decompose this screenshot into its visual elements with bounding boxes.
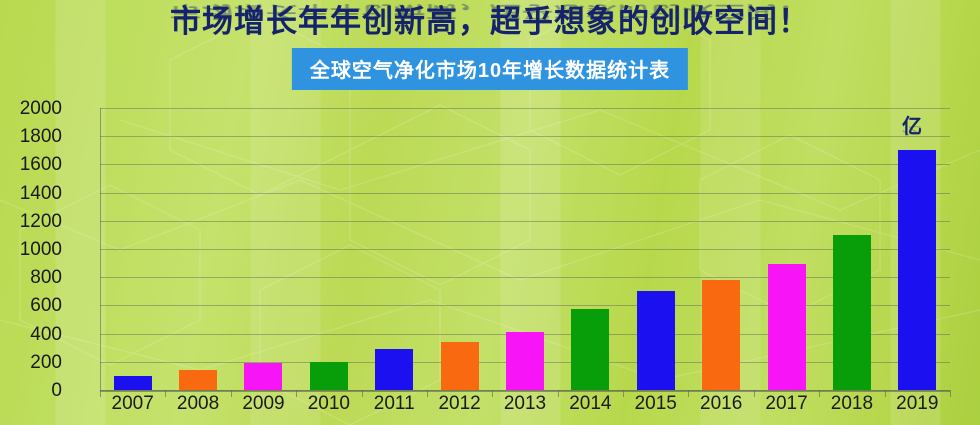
bar-2018 — [832, 234, 871, 390]
bar-2015 — [636, 290, 675, 390]
x-tick-mark — [296, 390, 298, 397]
bar-2010 — [309, 361, 348, 390]
y-tick-label: 1200 — [19, 210, 62, 232]
x-tick-label-2009: 2009 — [242, 393, 285, 414]
x-tick-label-2008: 2008 — [176, 393, 220, 414]
gridline — [100, 305, 950, 307]
unit-label: 亿 — [902, 116, 922, 138]
gridline — [100, 108, 950, 109]
x-tick-mark — [492, 390, 494, 397]
gridline — [100, 136, 950, 138]
x-tick-mark — [100, 390, 101, 397]
page-headline: 市场增长年年创新高，超乎想象的创收空间！ — [170, 4, 810, 39]
x-tick-label-2013: 2013 — [503, 393, 547, 414]
y-tick-label: 1000 — [19, 239, 62, 260]
y-tick-label: 600 — [30, 295, 62, 317]
bar-2019 — [898, 150, 937, 390]
x-tick-label-2007: 2007 — [111, 393, 154, 414]
x-tick-mark — [557, 390, 559, 397]
bar-2017 — [767, 263, 806, 390]
y-tick-label: 0 — [51, 380, 62, 401]
y-tick-label: 800 — [30, 267, 62, 289]
bar-2008 — [179, 370, 218, 390]
bar-2009 — [244, 363, 283, 390]
x-tick-label-2011: 2011 — [373, 393, 415, 414]
gridline — [100, 164, 950, 166]
x-tick-mark — [623, 390, 625, 397]
x-tick-mark — [361, 390, 363, 397]
gridline — [100, 192, 950, 194]
x-tick-mark — [950, 390, 951, 397]
bar-2014 — [571, 308, 610, 390]
bar-2012 — [440, 342, 479, 390]
x-tick-mark — [230, 390, 232, 397]
y-tick-label: 200 — [30, 351, 62, 373]
y-tick-label: 1800 — [19, 126, 62, 148]
x-tick-mark — [819, 390, 821, 397]
x-tick-label-2019: 2019 — [896, 393, 939, 414]
x-tick-mark — [753, 390, 755, 397]
y-tick-label: 400 — [30, 323, 62, 345]
y-tick-label: 1600 — [19, 154, 62, 176]
x-tick-mark — [688, 390, 690, 397]
x-tick-mark — [884, 390, 886, 397]
gridline — [100, 390, 950, 391]
x-tick-label-2017: 2017 — [765, 393, 808, 414]
gridline — [100, 277, 950, 279]
bar-2007 — [113, 375, 152, 390]
bar-series — [100, 108, 950, 390]
x-tick-label-2015: 2015 — [634, 393, 677, 414]
chart-title-banner: 全球空气净化市场10年增长数据统计表 — [291, 48, 689, 90]
y-tick-label: 2000 — [19, 98, 62, 119]
x-tick-label-2016: 2016 — [700, 393, 743, 414]
x-tick-label-2014: 2014 — [569, 393, 612, 414]
y-tick-label: 1400 — [19, 182, 62, 204]
x-axis-line — [100, 390, 950, 392]
x-tick-label-2012: 2012 — [438, 393, 481, 414]
x-tick-label-2018: 2018 — [830, 393, 874, 414]
bar-2011 — [375, 349, 414, 390]
x-tick-mark — [165, 390, 167, 397]
bar-2013 — [506, 332, 544, 390]
y-axis-line — [100, 108, 101, 390]
gridline — [100, 249, 950, 250]
bar-2016 — [702, 280, 741, 390]
x-tick-mark — [426, 390, 428, 397]
chart-plot-area: 2000 1800 1600 1400 1200 1000 800 600 400 200 0 — [20, 99, 951, 400]
gridline — [100, 220, 950, 222]
x-tick-label-2010: 2010 — [307, 393, 350, 414]
